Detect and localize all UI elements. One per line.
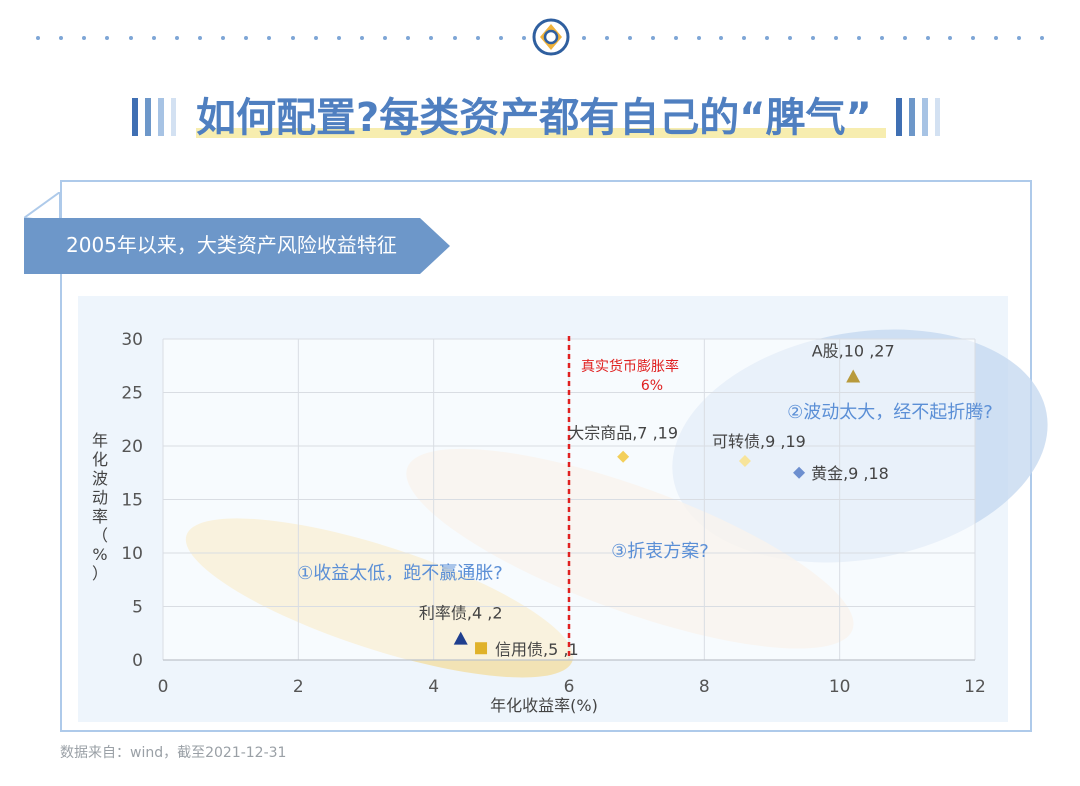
- x-tick-label: 8: [699, 677, 710, 697]
- divider-dot: [1040, 36, 1044, 40]
- dotted-divider-right: [582, 36, 1044, 40]
- point-label: 可转债,9 ,19: [712, 432, 806, 451]
- divider-dot: [498, 36, 503, 40]
- y-tick-label: 30: [121, 330, 143, 350]
- page-title: 如何配置?每类资产都有自己的“脾气”: [196, 95, 872, 141]
- divider-dot: [128, 36, 133, 40]
- divider-dot: [627, 36, 632, 40]
- point-marker-diamond: [738, 454, 751, 467]
- zone-labels-layer: ①收益太低，跑不赢通胀? ②波动太大，经不起折腾? ③折衷方案?: [297, 402, 993, 584]
- dotted-divider-left: [36, 36, 526, 40]
- y-axis-title-char: 年: [92, 431, 108, 450]
- x-tick-label: 6: [564, 677, 575, 697]
- divider-dot: [406, 36, 411, 40]
- page-header: 如何配置?每类资产都有自己的“脾气”: [0, 92, 1080, 152]
- divider-dot: [582, 36, 586, 40]
- point-marker-triangle: [846, 369, 861, 383]
- divider-dot: [383, 36, 388, 40]
- divider-dot: [36, 36, 40, 40]
- reference-line-value: 6%: [641, 378, 663, 394]
- divider-dot: [151, 36, 156, 40]
- divider-dot: [719, 36, 724, 40]
- circular-emblem-icon: [532, 18, 570, 56]
- point-label: 信用债,5 ,1: [495, 640, 579, 659]
- y-axis-title-char: （: [92, 526, 108, 545]
- title-bars-right-icon: [896, 98, 946, 138]
- zone-label: ②波动太大，经不起折腾?: [787, 402, 993, 423]
- divider-dot: [650, 36, 655, 40]
- y-axis-title-char: ）: [92, 564, 108, 583]
- divider-dot: [244, 36, 249, 40]
- section-banner-label: 2005年以来，大类资产风险收益特征: [66, 233, 397, 257]
- y-axis-title-char: 动: [92, 488, 108, 507]
- point-marker-triangle: [453, 631, 468, 645]
- reference-layer: 真实货币膨胀率 6%: [567, 336, 679, 660]
- point-marker-diamond: [617, 450, 630, 463]
- x-axis-title: 年化收益率(%): [490, 696, 598, 715]
- divider-dot: [82, 36, 87, 40]
- y-tick-label: 5: [132, 598, 143, 618]
- point-marker-square: [475, 642, 488, 655]
- divider-dot: [475, 36, 480, 40]
- zone-label: ③折衷方案?: [611, 541, 709, 562]
- x-tick-label: 0: [158, 677, 169, 697]
- divider-dot: [313, 36, 318, 40]
- divider-dot: [788, 36, 793, 40]
- divider-dot: [696, 36, 701, 40]
- point-label: A股,10 ,27: [812, 341, 895, 360]
- divider-dot: [971, 36, 976, 40]
- divider-dot: [902, 36, 907, 40]
- divider-dot: [948, 36, 953, 40]
- title-highlight: [196, 128, 886, 138]
- y-tick-label: 10: [121, 544, 143, 564]
- y-axis-title-char: 化: [92, 450, 108, 469]
- point-label: 大宗商品,7 ,19: [568, 424, 678, 443]
- y-axis-title-char: 波: [92, 469, 108, 488]
- divider-dot: [452, 36, 457, 40]
- divider-dot: [856, 36, 861, 40]
- divider-dot: [604, 36, 609, 40]
- data-source-note: 数据来自：wind，截至2021-12-31: [60, 745, 287, 761]
- divider-dot: [336, 36, 341, 40]
- y-axis-title-char: %: [92, 545, 107, 564]
- reference-line-label: 真实货币膨胀率: [581, 358, 679, 375]
- x-tick-label: 2: [293, 677, 304, 697]
- divider-dot: [765, 36, 770, 40]
- y-axis-title-char: 率: [92, 507, 108, 526]
- divider-dot: [673, 36, 678, 40]
- divider-dot: [221, 36, 226, 40]
- point-label: 利率债,4 ,2: [419, 604, 503, 623]
- x-tick-label: 4: [428, 677, 439, 697]
- divider-dot: [290, 36, 295, 40]
- divider-dot: [1017, 36, 1022, 40]
- section-banner: [24, 218, 450, 274]
- divider-dot: [742, 36, 747, 40]
- divider-dot: [267, 36, 272, 40]
- y-tick-label: 15: [121, 491, 143, 511]
- divider-dot: [429, 36, 434, 40]
- point-label: 黄金,9 ,18: [811, 464, 889, 483]
- y-tick-label: 0: [132, 651, 143, 671]
- title-bars-left-icon: [132, 98, 182, 138]
- x-tick-label: 10: [829, 677, 851, 697]
- divider-dot: [59, 36, 64, 40]
- divider-dot: [925, 36, 930, 40]
- divider-dot: [994, 36, 999, 40]
- divider-dot: [811, 36, 815, 40]
- point-marker-diamond: [793, 466, 806, 479]
- divider-dot: [879, 36, 884, 40]
- x-tick-label: 12: [964, 677, 986, 697]
- y-tick-label: 20: [121, 437, 143, 457]
- divider-dot: [105, 36, 110, 40]
- divider-dot: [198, 36, 202, 40]
- y-tick-label: 25: [121, 384, 143, 404]
- zone-label: ①收益太低，跑不赢通胀?: [297, 562, 503, 584]
- points-layer: A股,10 ,27 大宗商品,7 ,19 可转债,9 ,19 黄金,9 ,18 利率债,…: [419, 341, 895, 659]
- divider-dot: [174, 36, 179, 40]
- divider-dot: [360, 36, 364, 40]
- divider-dot: [522, 36, 526, 40]
- divider-dot: [833, 36, 838, 40]
